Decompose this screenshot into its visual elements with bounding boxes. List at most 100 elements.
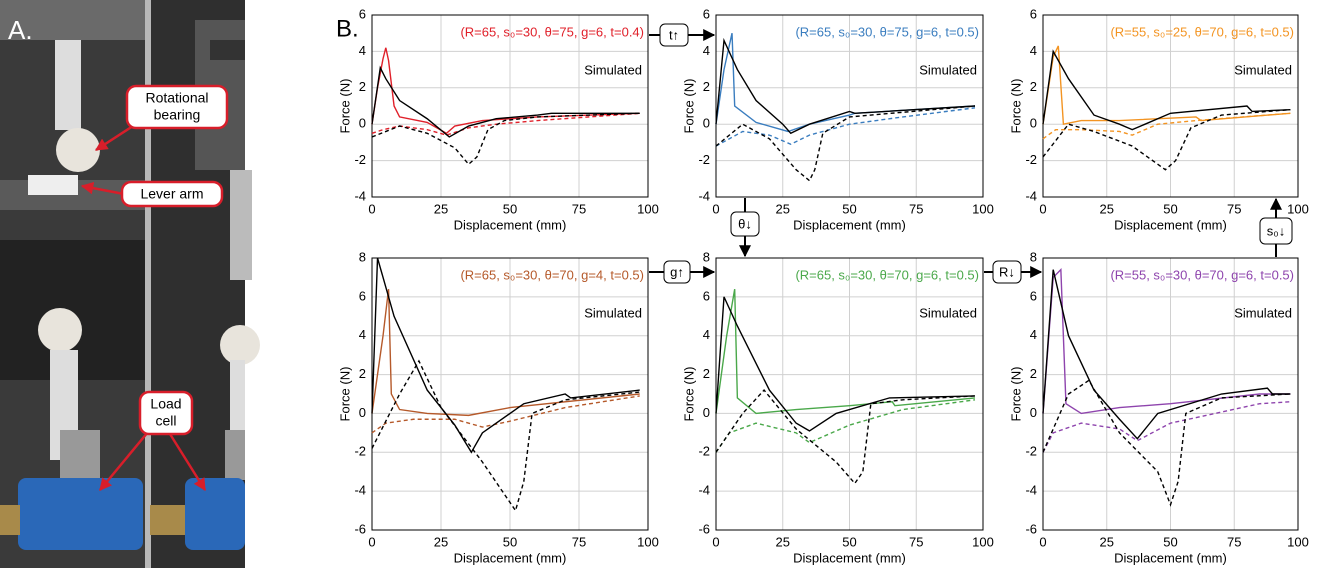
chart-title: (R=65, s₀=30, θ=70, g=4, t=0.5) bbox=[460, 267, 644, 282]
series-line bbox=[371, 112, 640, 136]
x-tick-label: 0 bbox=[368, 201, 375, 216]
y-tick-label: 4 bbox=[703, 327, 710, 342]
x-tick-label: 50 bbox=[842, 201, 856, 216]
y-axis-label: Force (N) bbox=[337, 367, 352, 422]
y-axis-label: Force (N) bbox=[1008, 367, 1023, 422]
annotation: Simulated bbox=[919, 305, 977, 320]
panel-label: A. bbox=[8, 15, 33, 45]
x-tick-label: 50 bbox=[1163, 201, 1177, 216]
y-tick-label: 0 bbox=[1030, 405, 1037, 420]
transition-label: g↑ bbox=[670, 264, 684, 279]
x-tick-label: 100 bbox=[637, 534, 659, 549]
annotation: Simulated bbox=[1234, 62, 1292, 77]
transition: s₀↓ bbox=[1259, 197, 1293, 257]
y-tick-label: -2 bbox=[698, 444, 710, 459]
y-tick-label: 6 bbox=[703, 288, 710, 303]
y-tick-label: 2 bbox=[359, 366, 366, 381]
y-axis-label: Force (N) bbox=[681, 79, 696, 134]
annotation: Simulated bbox=[919, 62, 977, 77]
series-line bbox=[715, 389, 976, 485]
y-tick-label: -4 bbox=[698, 188, 710, 203]
y-tick-label: -4 bbox=[1025, 483, 1037, 498]
transition-label: R↓ bbox=[999, 264, 1015, 279]
y-tick-label: 4 bbox=[359, 43, 366, 58]
series-line bbox=[371, 395, 640, 434]
y-tick-label: -2 bbox=[1025, 152, 1037, 167]
series-line bbox=[715, 296, 976, 432]
series-line bbox=[715, 399, 976, 453]
x-tick-label: 0 bbox=[712, 534, 719, 549]
series-line bbox=[1042, 401, 1291, 453]
transition: θ↓ bbox=[730, 198, 760, 258]
plot-frame bbox=[371, 14, 649, 198]
y-tick-label: 6 bbox=[1030, 288, 1037, 303]
y-axis-label: Force (N) bbox=[337, 79, 352, 134]
x-tick-label: 25 bbox=[1100, 534, 1114, 549]
y-tick-label: 0 bbox=[703, 116, 710, 131]
x-tick-label: 25 bbox=[776, 201, 790, 216]
y-tick-label: 0 bbox=[703, 405, 710, 420]
y-tick-label: -2 bbox=[1025, 444, 1037, 459]
x-axis-label: Displacement (mm) bbox=[1114, 217, 1227, 232]
x-tick-label: 100 bbox=[972, 201, 994, 216]
x-tick-label: 25 bbox=[776, 534, 790, 549]
panel-label: B. bbox=[336, 15, 359, 42]
y-tick-label: 2 bbox=[359, 79, 366, 94]
y-tick-label: 6 bbox=[703, 6, 710, 21]
x-tick-label: 75 bbox=[1227, 201, 1241, 216]
series-line bbox=[371, 65, 640, 138]
y-tick-label: -2 bbox=[354, 152, 366, 167]
x-axis-label: Displacement (mm) bbox=[793, 550, 906, 565]
x-tick-label: 25 bbox=[434, 534, 448, 549]
y-tick-label: 2 bbox=[1030, 366, 1037, 381]
y-tick-label: 0 bbox=[359, 405, 366, 420]
x-tick-label: 50 bbox=[503, 534, 517, 549]
x-tick-label: 0 bbox=[712, 201, 719, 216]
callout-text: Rotational bbox=[145, 90, 208, 106]
x-tick-label: 75 bbox=[572, 534, 586, 549]
y-tick-label: -6 bbox=[354, 521, 366, 536]
callout: Rotational bearing bbox=[94, 84, 229, 152]
plot-frame bbox=[1042, 257, 1299, 531]
series-line bbox=[371, 289, 640, 417]
x-tick-label: 75 bbox=[909, 201, 923, 216]
x-tick-label: 100 bbox=[972, 534, 994, 549]
x-tick-label: 50 bbox=[1163, 534, 1177, 549]
x-tick-label: 25 bbox=[1100, 201, 1114, 216]
chart-title: (R=55, s₀=30, θ=70, g=6, t=0.5) bbox=[1110, 267, 1294, 282]
y-tick-label: -2 bbox=[698, 152, 710, 167]
y-tick-label: -6 bbox=[698, 521, 710, 536]
y-tick-label: 8 bbox=[359, 249, 366, 264]
transition: R↓ bbox=[984, 260, 1043, 284]
y-tick-label: 4 bbox=[703, 43, 710, 58]
series-line bbox=[715, 105, 976, 182]
y-axis-label: Force (N) bbox=[681, 367, 696, 422]
y-tick-label: 4 bbox=[1030, 43, 1037, 58]
series-line bbox=[371, 257, 640, 454]
y-tick-label: -4 bbox=[354, 188, 366, 203]
series-line bbox=[715, 33, 976, 133]
y-tick-label: 6 bbox=[1030, 6, 1037, 21]
transition: g↑ bbox=[649, 260, 716, 284]
series-line bbox=[371, 112, 640, 166]
x-axis-label: Displacement (mm) bbox=[454, 550, 567, 565]
callout-text: Lever arm bbox=[140, 186, 203, 202]
plot-frame bbox=[715, 14, 984, 198]
y-tick-label: -4 bbox=[1025, 188, 1037, 203]
y-tick-label: 2 bbox=[1030, 79, 1037, 94]
y-tick-label: 2 bbox=[703, 79, 710, 94]
series-line bbox=[371, 359, 640, 513]
x-tick-label: 0 bbox=[1039, 201, 1046, 216]
y-tick-label: -6 bbox=[1025, 521, 1037, 536]
callout: Lever arm bbox=[80, 180, 224, 208]
series-line bbox=[371, 47, 640, 135]
x-tick-label: 0 bbox=[368, 534, 375, 549]
transition: t↑ bbox=[649, 23, 716, 47]
y-axis-label: Force (N) bbox=[1008, 79, 1023, 134]
transition-label: θ↓ bbox=[738, 216, 752, 231]
y-tick-label: 0 bbox=[359, 116, 366, 131]
x-tick-label: 100 bbox=[637, 201, 659, 216]
chart-title: (R=65, s₀=30, θ=75, g=6, t=0.5) bbox=[795, 24, 979, 39]
x-tick-label: 0 bbox=[1039, 534, 1046, 549]
